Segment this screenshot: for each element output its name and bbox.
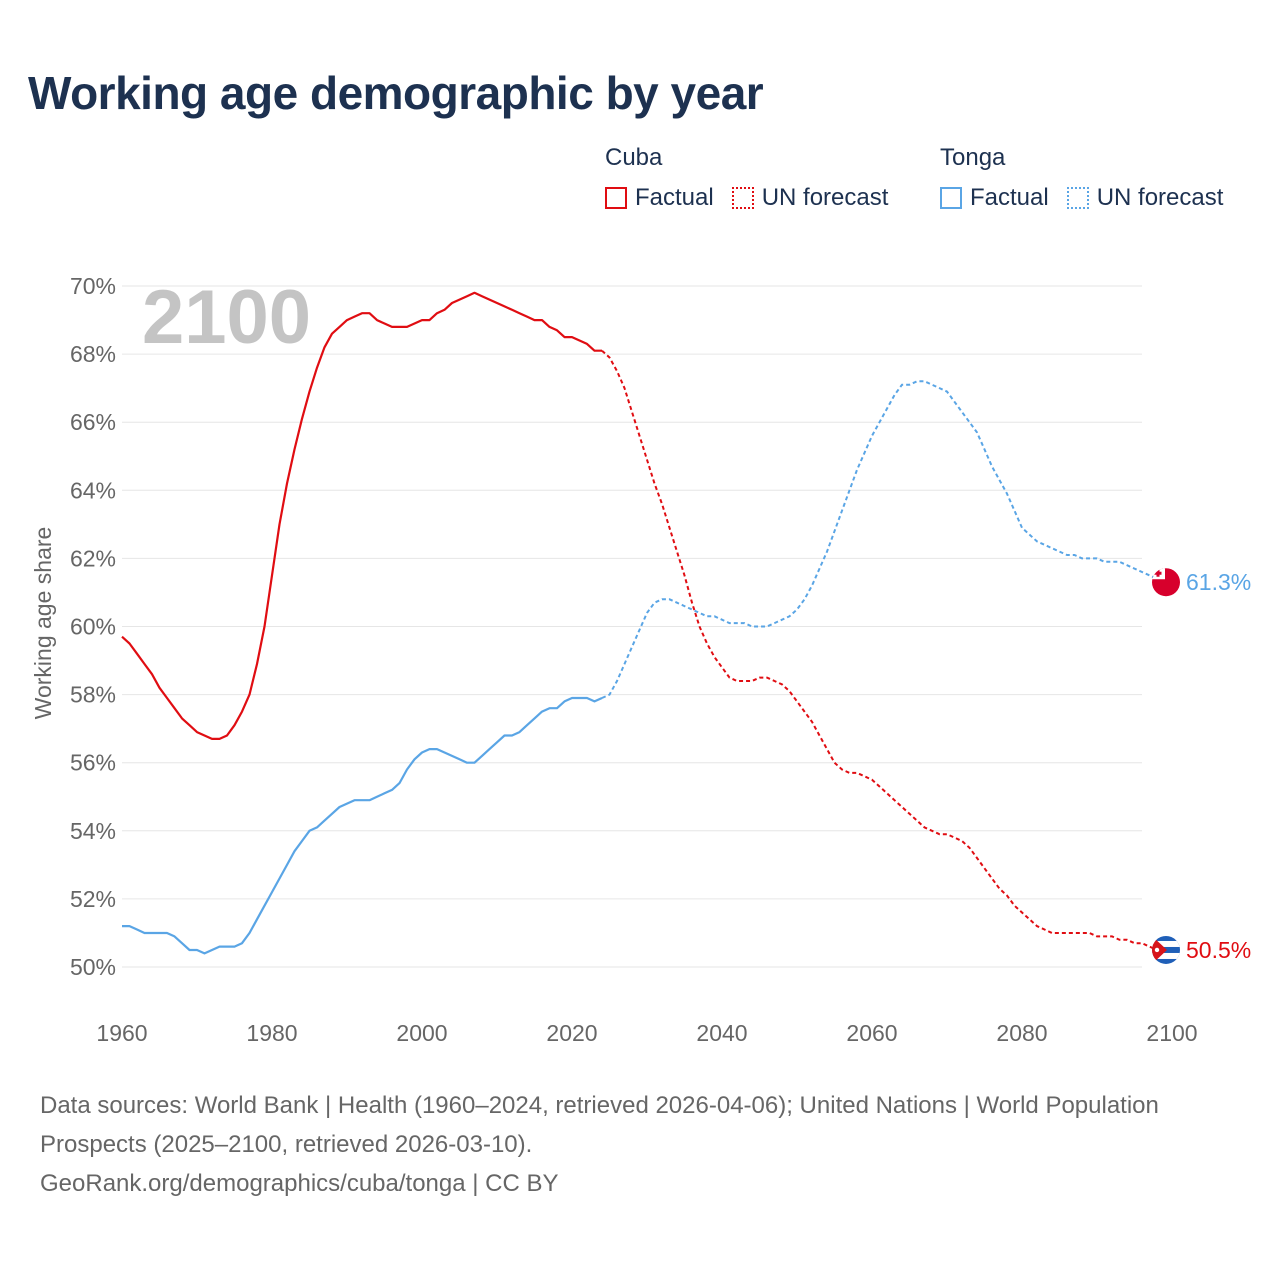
x-tick-label: 2040	[696, 1020, 747, 1046]
legend-swatch-dotted	[731, 187, 754, 209]
tonga-end-label: 61.3%	[1186, 569, 1251, 595]
y-axis-label: Working age share	[30, 527, 56, 720]
legend-swatch-solid	[940, 187, 962, 209]
legend-group-cuba: Cuba Factual UN forecast	[605, 144, 906, 212]
legend-tonga-factual[interactable]: Factual	[940, 184, 1049, 212]
x-tick-label: 2020	[546, 1020, 597, 1046]
legend-tonga-forecast[interactable]: UN forecast	[1066, 184, 1224, 212]
line-chart: 2100 50% 52% 54% 56% 58% 60% 62% 64% 66% 68% 70% 1…	[30, 273, 1251, 1046]
x-tick-label: 1980	[246, 1020, 297, 1046]
tonga-flag-icon	[1152, 568, 1180, 597]
y-tick-label: 66%	[70, 409, 116, 435]
legend-cuba-factual[interactable]: Factual	[605, 184, 714, 212]
y-tick-label: 68%	[70, 341, 116, 367]
chart-title: Working age demographic by year	[28, 67, 764, 119]
legend-label: Factual	[635, 184, 714, 211]
legend-cuba-forecast[interactable]: UN forecast	[731, 184, 889, 212]
cuba-end-label: 50.5%	[1186, 937, 1251, 963]
y-tick-label: 52%	[70, 886, 116, 912]
credit-line: GeoRank.org/demographics/cuba/tonga | CC…	[40, 1170, 559, 1197]
x-tick-label: 2060	[846, 1020, 897, 1046]
tonga-factual-line[interactable]	[122, 696, 603, 955]
cuba-factual-line[interactable]	[121, 291, 602, 740]
x-tick-label: 2100	[1146, 1020, 1197, 1046]
legend-swatch-solid	[605, 187, 627, 209]
x-tick-label: 2080	[996, 1020, 1047, 1046]
y-tick-label: 56%	[70, 750, 116, 776]
end-markers: 50.5% 61.3%	[1152, 568, 1251, 964]
x-tick-label: 1960	[96, 1020, 147, 1046]
footer: Data sources: World Bank | Health (1960–…	[40, 1086, 1220, 1203]
legend-label: Factual	[970, 184, 1049, 211]
data-sources: Data sources: World Bank | Health (1960–…	[40, 1092, 1159, 1158]
y-tick-label: 50%	[70, 954, 116, 980]
y-tick-label: 62%	[70, 545, 116, 571]
y-tick-label: 64%	[70, 477, 116, 503]
y-tick-label: 54%	[70, 818, 116, 844]
legend-group-title: Cuba	[605, 144, 663, 171]
legend-label: UN forecast	[761, 184, 889, 211]
year-watermark: 2100	[142, 275, 311, 360]
cuba-forecast-line[interactable]	[601, 349, 1172, 951]
x-axis-ticks: 1960 1980 2000 2020 2040 2060 2080 2100	[96, 1020, 1197, 1046]
legend-swatch-dotted	[1066, 187, 1089, 209]
y-tick-label: 60%	[70, 614, 116, 640]
legend-label: UN forecast	[1096, 184, 1224, 211]
x-tick-label: 2000	[396, 1020, 447, 1046]
series-lines	[121, 291, 1172, 955]
y-tick-label: 70%	[70, 273, 116, 299]
cuba-flag-icon	[1152, 935, 1180, 964]
tonga-forecast-line[interactable]	[601, 380, 1172, 699]
legend-group-title: Tonga	[940, 144, 1006, 171]
legend-group-tonga: Tonga Factual UN forecast	[940, 144, 1223, 212]
gridlines	[122, 285, 1142, 968]
y-axis-ticks: 50% 52% 54% 56% 58% 60% 62% 64% 66% 68% 70%	[70, 273, 116, 980]
y-tick-label: 58%	[70, 682, 116, 708]
